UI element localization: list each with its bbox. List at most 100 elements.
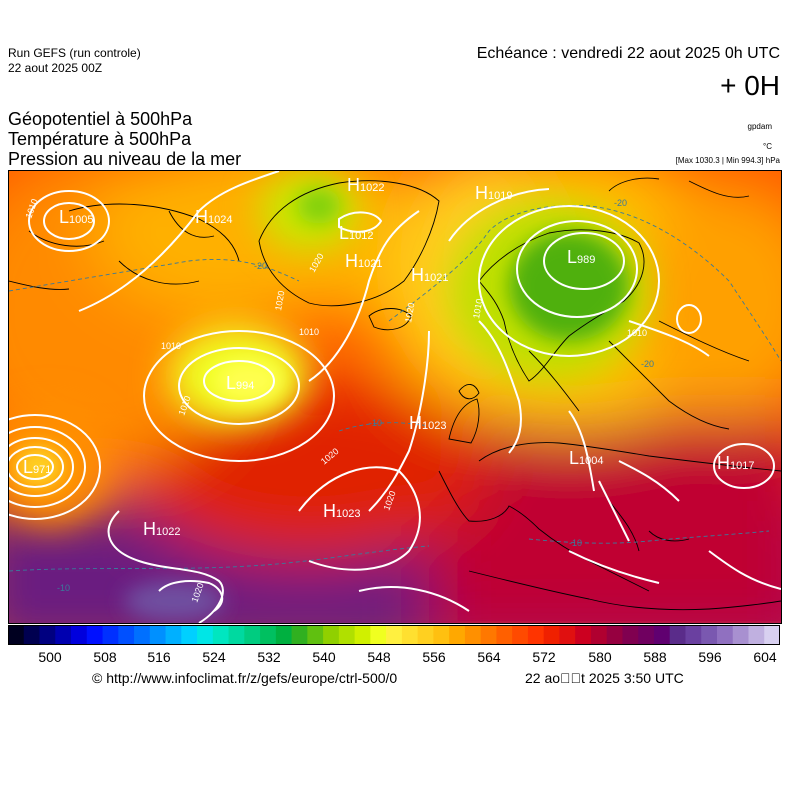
colorbar-swatch xyxy=(732,625,750,645)
temperature-label: -20 xyxy=(641,359,654,369)
colorbar-swatch xyxy=(496,625,513,645)
isobar-label: 1020 xyxy=(273,290,286,311)
colorbar-tick: 564 xyxy=(477,649,501,665)
colorbar-swatch xyxy=(354,625,371,645)
colorbar-swatch xyxy=(134,625,151,645)
temperature-label: -10 xyxy=(569,538,582,548)
temperature-label: -20 xyxy=(254,261,267,271)
pressure-system-high: H1022 xyxy=(143,519,180,539)
colorbar-tick: 580 xyxy=(588,649,612,665)
pressure-system-high: H1019 xyxy=(475,183,512,203)
colorbar-tick: 500 xyxy=(38,649,62,665)
colorbar-tick: 588 xyxy=(643,649,667,665)
colorbar-swatch xyxy=(449,625,466,645)
temperature-label: -10 xyxy=(57,583,70,593)
colorbar-tick: 524 xyxy=(202,649,226,665)
colorbar-swatch xyxy=(181,625,198,645)
colorbar-swatch xyxy=(39,625,56,645)
colorbar-swatch xyxy=(370,625,387,645)
title-pressure: Pression au niveau de la mer xyxy=(8,149,242,169)
pressure-systems: L1005 H1022 H1024 L1012 H1021 H1021 H101… xyxy=(23,175,754,539)
colorbar-swatch xyxy=(228,625,245,645)
colorbar-swatch xyxy=(716,625,734,645)
pressure-system-high: H1017 xyxy=(717,453,754,473)
colorbar-swatch xyxy=(622,625,639,645)
colorbar-tick: 572 xyxy=(532,649,556,665)
colorbar-swatch xyxy=(197,625,214,645)
colorbar-tick: 556 xyxy=(422,649,446,665)
colorbar-swatch xyxy=(291,625,308,645)
colorbar-swatch xyxy=(638,625,655,645)
pressure-system-low: L1005 xyxy=(59,207,94,227)
colorbar-swatch xyxy=(401,625,419,645)
run-name: Run GEFS (run controle) xyxy=(8,46,141,60)
colorbar-swatch xyxy=(244,625,261,645)
coastlines xyxy=(9,177,781,611)
credit-url: © http://www.infoclimat.fr/z/gefs/europe… xyxy=(92,670,398,686)
isobar-label: 1020 xyxy=(403,302,416,323)
colorbar-swatch xyxy=(386,625,403,645)
run-date: 22 aout 2025 00Z xyxy=(8,61,103,75)
colorbar-swatch xyxy=(669,625,687,645)
pressure-system-low: L1012 xyxy=(339,223,374,243)
colorbar-swatch xyxy=(559,625,576,645)
colorbar-swatch xyxy=(149,625,167,645)
colorbar-swatch xyxy=(275,625,293,645)
pressure-system-high: H1021 xyxy=(345,251,382,271)
pressure-system-high: H1024 xyxy=(195,207,232,227)
temperature-label: -20 xyxy=(614,198,627,208)
isobars xyxy=(9,171,781,623)
colorbar-swatch xyxy=(653,625,671,645)
pressure-system-high: H1022 xyxy=(347,175,384,195)
colorbar-swatch xyxy=(118,625,135,645)
colorbar-swatch xyxy=(102,625,119,645)
colorbar-swatch xyxy=(165,625,182,645)
colorbar-border xyxy=(8,625,780,645)
isobar-label: 1010 xyxy=(161,341,181,351)
colorbar-swatch xyxy=(323,625,340,645)
pressure-system-low: L971 xyxy=(23,457,51,477)
weather-map-svg: 1010 1020 1020 1010 1010 1010 1020 1020 … xyxy=(9,171,781,623)
colorbar-swatch xyxy=(433,625,450,645)
credit-date: 22 ao  t 2025 3:50 UTC xyxy=(525,670,684,686)
colorbar-swatch xyxy=(748,625,765,645)
colorbar-swatch xyxy=(71,625,88,645)
colorbar-tick: 532 xyxy=(257,649,281,665)
colorbar-swatch xyxy=(338,625,356,645)
colorbar-tick: 604 xyxy=(753,649,777,665)
pressure-system-low: L994 xyxy=(226,373,254,393)
colorbar-swatch xyxy=(764,625,780,645)
colorbar-swatch xyxy=(527,625,545,645)
colorbar-swatch xyxy=(212,625,230,645)
colorbar-swatch xyxy=(575,625,592,645)
pressure-system-low: L989 xyxy=(567,247,595,267)
colorbar-swatch xyxy=(464,625,482,645)
colorbar xyxy=(8,625,780,645)
pressure-system-high: H1023 xyxy=(409,413,446,433)
colorbar-tick: 596 xyxy=(698,649,722,665)
colorbar-swatch xyxy=(543,625,561,645)
unit-geopotential: gpdam xyxy=(747,122,772,131)
colorbar-swatch xyxy=(480,625,498,645)
colorbar-tick: 508 xyxy=(93,649,117,665)
isobar-label: 1010 xyxy=(471,298,484,319)
colorbar-swatch xyxy=(512,625,529,645)
colorbar-swatch xyxy=(55,625,72,645)
temperature-isotherms xyxy=(9,205,781,572)
colorbar-tick: 516 xyxy=(147,649,171,665)
lead-time: + 0H xyxy=(720,70,780,101)
pressure-range: [Max 1030.3 | Min 994.3] hPa xyxy=(675,156,780,165)
colorbar-swatch xyxy=(8,625,25,645)
pressure-system-high: H1023 xyxy=(323,501,360,521)
weather-map: 1010 1020 1020 1010 1010 1010 1020 1020 … xyxy=(8,170,782,624)
colorbar-swatch xyxy=(86,625,104,645)
title-temperature: Température à 500hPa xyxy=(8,129,192,149)
colorbar-swatch xyxy=(260,625,277,645)
colorbar-swatch xyxy=(307,625,324,645)
colorbar-swatch xyxy=(23,625,41,645)
temperature-label: -10 xyxy=(369,418,382,428)
isobar-label: 1010 xyxy=(627,328,647,338)
unit-temperature: °C xyxy=(763,142,772,151)
isobar-label: 1010 xyxy=(299,327,319,337)
colorbar-tick: 540 xyxy=(312,649,336,665)
